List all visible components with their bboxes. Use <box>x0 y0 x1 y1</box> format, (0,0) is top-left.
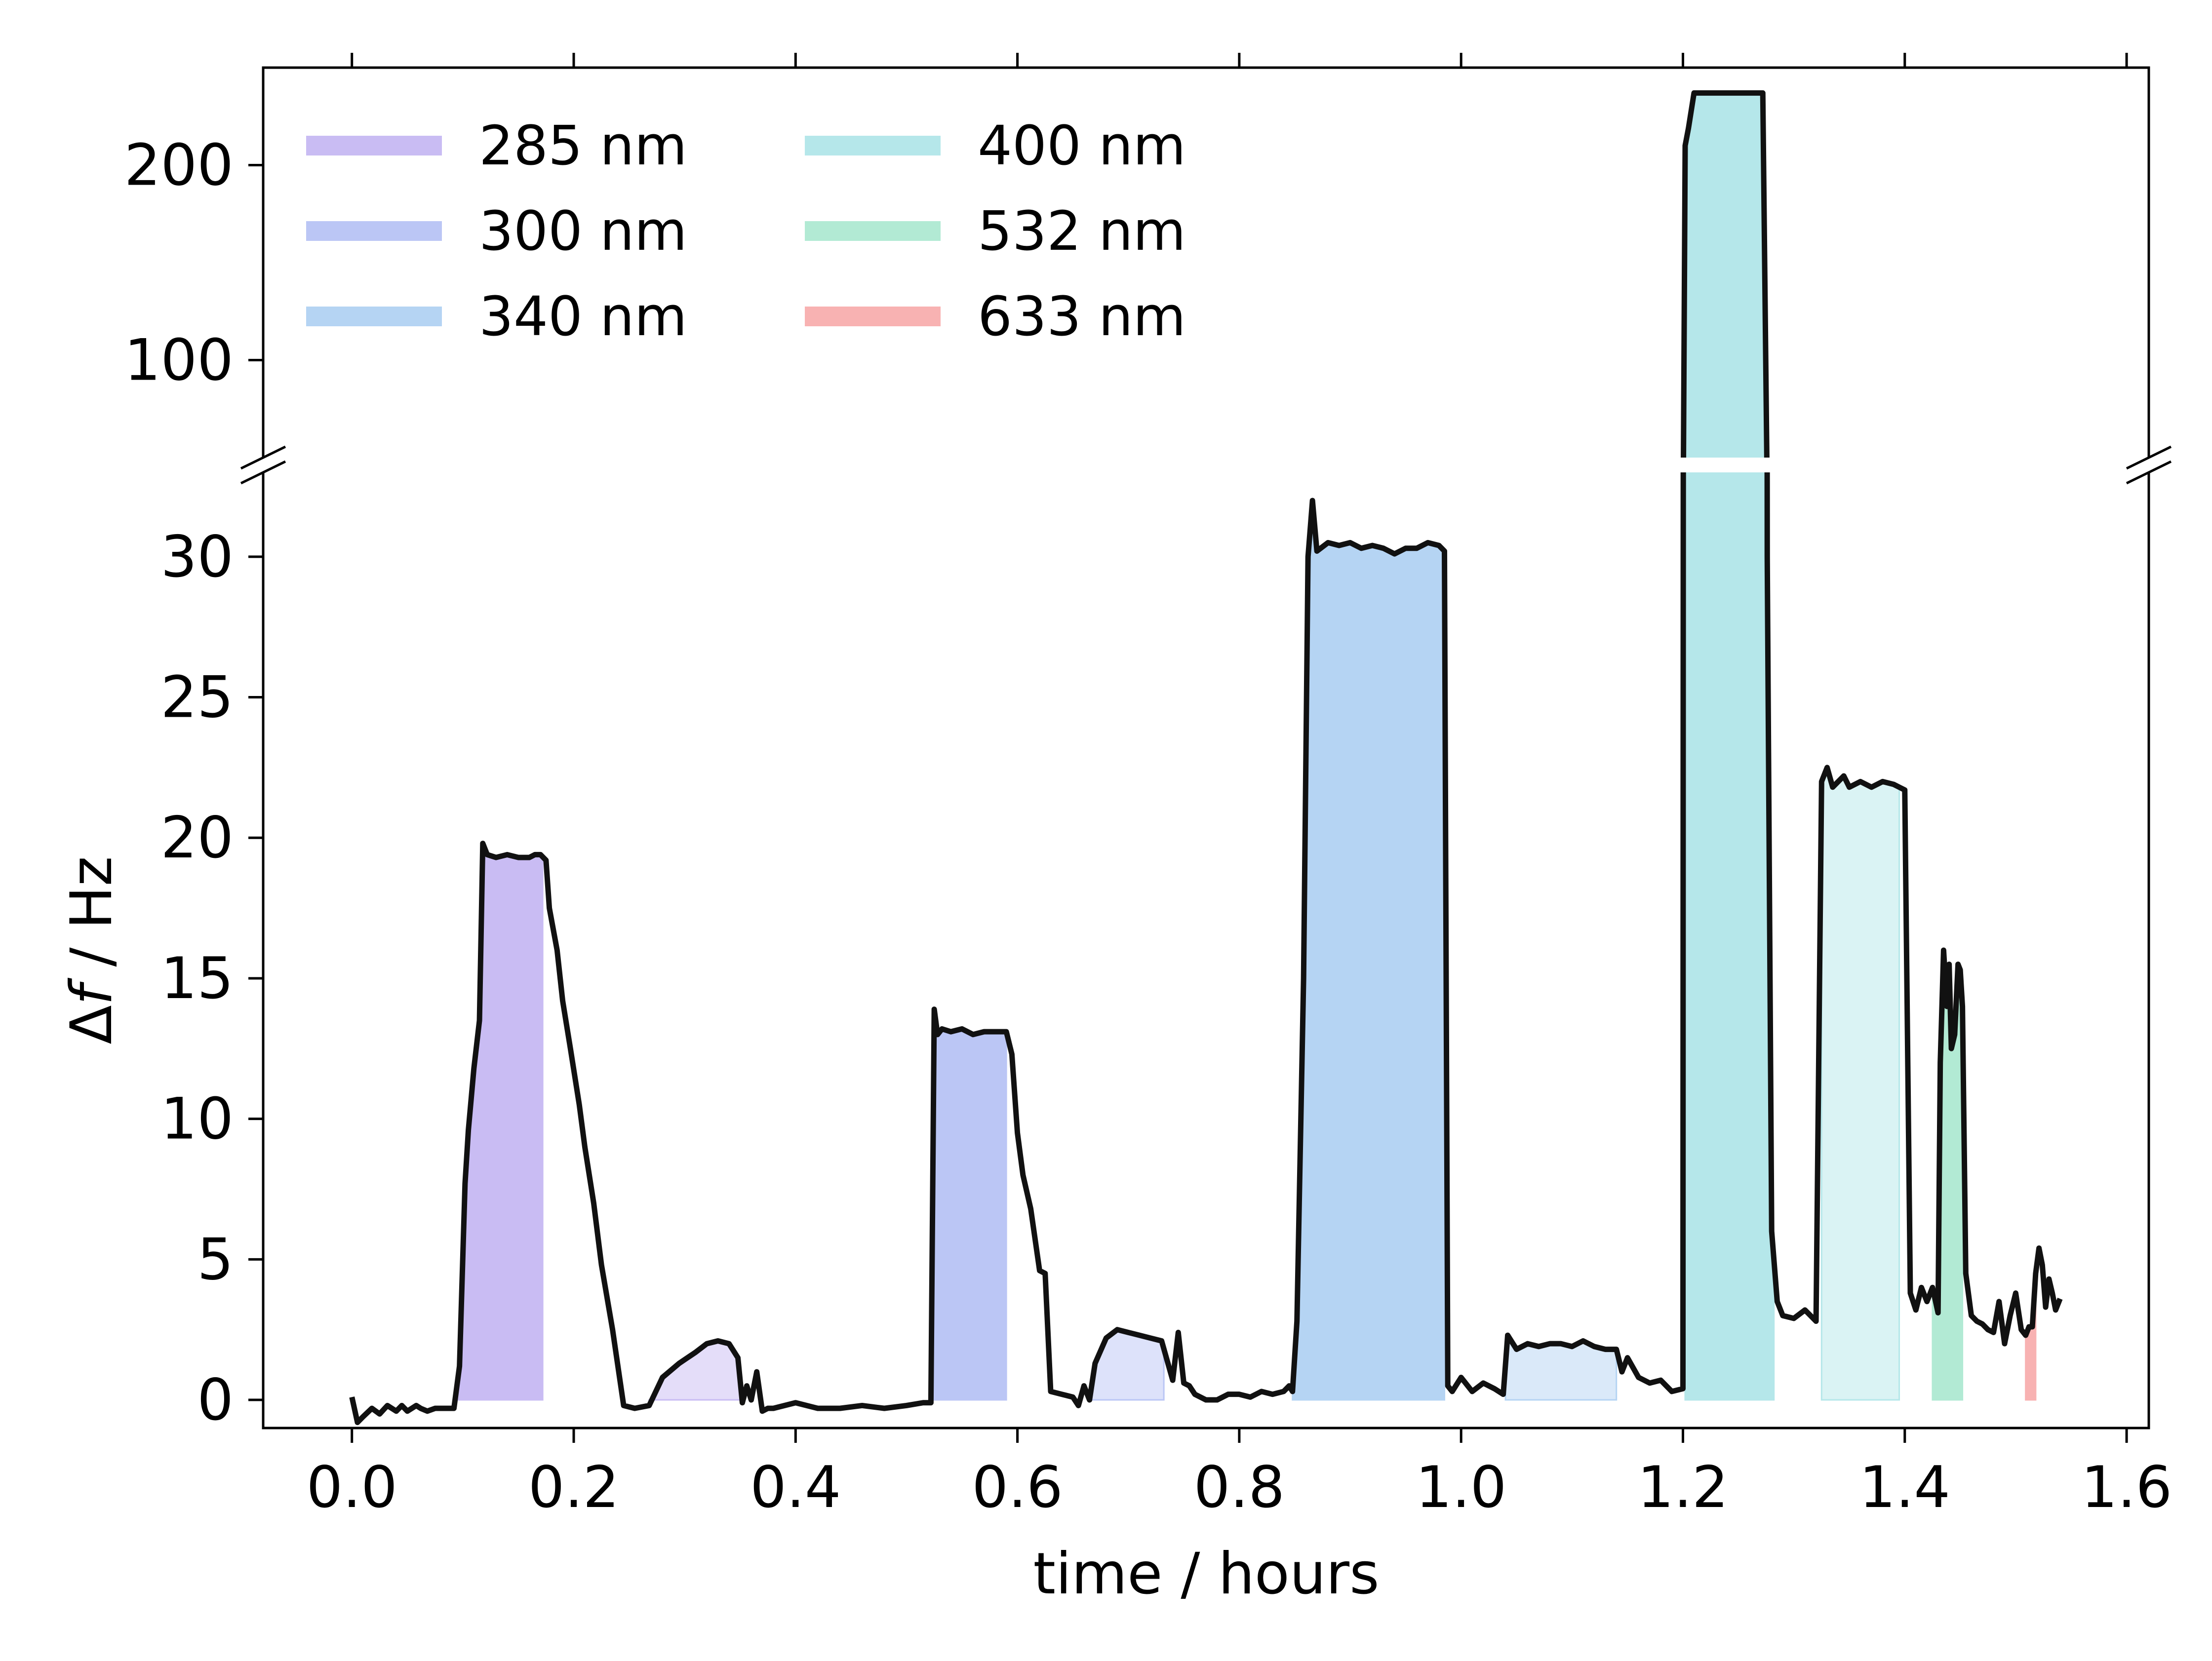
lower-y-tick-label-30: 30 <box>160 524 234 590</box>
legend-label-300nm: 300 nm <box>479 199 687 263</box>
legend-label-633nm: 633 nm <box>978 285 1186 348</box>
illumination-region-400nm-7 <box>1820 765 1900 1401</box>
lower-y-tick-label-15: 15 <box>160 945 234 1012</box>
x-tick-label-0.4: 0.4 <box>750 1454 841 1521</box>
legend-label-400nm: 400 nm <box>978 114 1186 177</box>
legend-label-340nm: 340 nm <box>479 285 687 348</box>
lower-y-tick-label-20: 20 <box>160 805 234 871</box>
upper-y-tick-label-200: 200 <box>124 132 234 199</box>
illumination-region-300nm-2 <box>933 1009 1007 1401</box>
x-tick-label-0.8: 0.8 <box>1194 1454 1285 1521</box>
x-tick-label-1.4: 1.4 <box>1859 1454 1950 1521</box>
legend: 285 nm 300 nm 340 nm 400 nm 532 nm 633 nm <box>306 114 1186 348</box>
y-axis-label-prefix: Δ <box>58 1005 125 1044</box>
x-tick-label-0.6: 0.6 <box>972 1454 1063 1521</box>
y-axis-label: Δf / Hz <box>58 856 125 1044</box>
lower-panel-frame <box>262 472 2150 1429</box>
lower-y-tick-label-0: 0 <box>197 1367 234 1433</box>
x-tick-label-0.2: 0.2 <box>528 1454 619 1521</box>
y-axis-label-unit: / Hz <box>58 856 125 985</box>
legend-label-285nm: 285 nm <box>479 114 687 177</box>
x-axis-label: time / hours <box>1033 1541 1379 1607</box>
legend-label-532nm: 532 nm <box>978 199 1186 263</box>
illumination-region-340nm-4 <box>1292 500 1445 1401</box>
lower-y-tick-label-10: 10 <box>160 1086 234 1153</box>
upper-panel-frame <box>262 66 2150 458</box>
x-tick-label-1.6: 1.6 <box>2081 1454 2172 1521</box>
break-mark-left-lower <box>240 460 286 485</box>
lower-panel: 0 5 10 15 20 25 30 <box>160 472 2150 1433</box>
lower-y-tick-label-5: 5 <box>197 1226 234 1293</box>
series-line-lower <box>349 472 2063 1426</box>
x-tick-label-1.0: 1.0 <box>1416 1454 1506 1521</box>
break-mark-right-lower <box>2126 460 2172 485</box>
break-mark-left-upper <box>240 445 286 470</box>
break-mark-right-upper <box>2126 445 2172 470</box>
x-axis: 0.0 0.2 0.4 0.6 0.8 1.0 1.2 1.4 1.6 <box>306 53 2172 1521</box>
x-tick-label-1.2: 1.2 <box>1637 1454 1728 1521</box>
x-tick-label-0.0: 0.0 <box>306 1454 397 1521</box>
upper-y-tick-label-100: 100 <box>124 327 234 394</box>
upper-panel: 100 200 <box>124 66 2150 458</box>
lower-y-tick-label-25: 25 <box>160 664 234 731</box>
